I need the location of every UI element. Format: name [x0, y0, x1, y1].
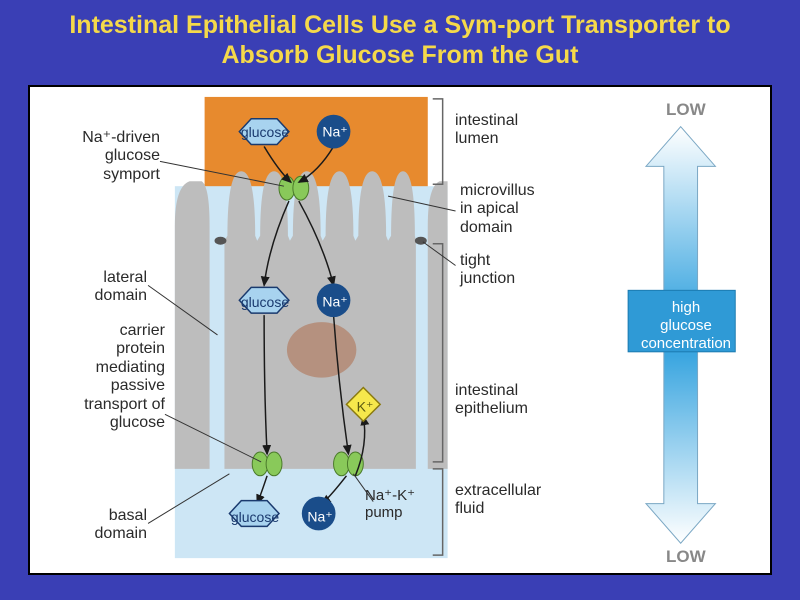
label-ecf: extracellular fluid — [455, 482, 575, 519]
bracket-lumen — [433, 99, 443, 184]
glucose-label-1: glucose — [241, 124, 289, 140]
page-title: Intestinal Epithelial Cells Use a Sym-po… — [0, 0, 800, 76]
na-label-1: Na⁺ — [322, 124, 347, 141]
label-carrier: carrier protein mediating passive transp… — [35, 322, 165, 432]
glucose-label-3: glucose — [231, 509, 279, 525]
low-top: LOW — [666, 100, 706, 120]
label-microvillus: microvillus in apical domain — [460, 182, 580, 237]
na-label-3: Na⁺ — [307, 509, 332, 526]
label-basal: basal domain — [42, 507, 147, 544]
right-neighbor-cell — [428, 181, 448, 469]
diagram-panel: glucose glucose glucose Na⁺ Na⁺ Na⁺ K⁺ N… — [28, 85, 772, 575]
label-lumen: intestinal lumen — [455, 112, 565, 149]
gradient-mid-label: high glucose concentration — [632, 294, 740, 358]
label-lateral: lateral domain — [42, 269, 147, 306]
low-bottom: LOW — [666, 547, 706, 567]
tight-junction-left — [215, 237, 227, 245]
nucleus — [287, 322, 356, 378]
label-symport: Na⁺-driven glucose symport — [42, 129, 160, 184]
na-label-2: Na⁺ — [322, 294, 347, 311]
label-pump: Na⁺-K⁺ pump — [365, 487, 445, 522]
label-tight: tight junction — [460, 252, 560, 289]
label-epithelium: intestinal epithelium — [455, 382, 565, 419]
glucose-label-2: glucose — [241, 294, 289, 310]
k-label: K⁺ — [357, 399, 374, 416]
